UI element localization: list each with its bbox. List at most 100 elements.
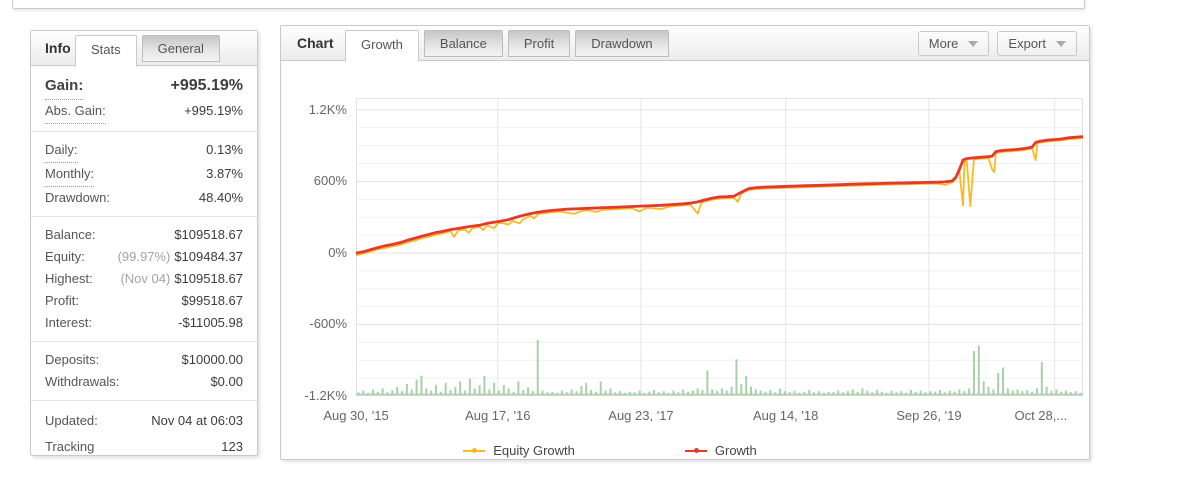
chevron-down-icon — [1056, 40, 1066, 47]
y-axis-label: -1.2K% — [304, 388, 347, 403]
highest-row: Highest: (Nov 04) $109518.67 — [45, 268, 243, 290]
chart-plot-area[interactable] — [356, 98, 1083, 396]
monthly-row: Monthly: 3.87% — [45, 163, 243, 187]
y-axis-label: 600% — [313, 173, 347, 189]
chart-legend: Equity Growth Growth — [281, 443, 1089, 458]
divider — [31, 131, 257, 132]
export-button-label: Export — [1008, 36, 1046, 51]
x-axis-label: Oct 28,... — [1014, 408, 1068, 423]
updated-label: Updated: — [45, 413, 98, 428]
balance-label: Balance: — [45, 227, 96, 242]
more-button-label: More — [928, 36, 959, 51]
info-panel-header: Info Stats General — [31, 31, 257, 67]
tab-drawdown-label: Drawdown — [591, 36, 653, 51]
gain-value: +995.19% — [170, 77, 243, 94]
deposits-label: Deposits: — [45, 352, 100, 367]
info-panel-title: Info — [45, 40, 71, 56]
x-axis-label: Aug 23, '17 — [608, 408, 674, 423]
info-panel: Info Stats General Gain: +995.19% Abs. G… — [30, 30, 258, 456]
chart-tabs: Growth Balance Profit Drawdown — [345, 30, 669, 62]
highest-value: (Nov 04) $109518.67 — [120, 268, 243, 290]
withdrawals-label: Withdrawals: — [45, 374, 120, 389]
interest-label: Interest: — [45, 315, 92, 330]
gain-row: Gain: +995.19% — [45, 74, 243, 100]
equity-label: Equity: — [45, 249, 85, 264]
interest-value: -$11005.98 — [178, 315, 243, 330]
abs-gain-label: Abs. Gain: — [45, 100, 106, 124]
y-axis-label: -600% — [309, 316, 347, 332]
legend-growth-label: Growth — [714, 443, 757, 458]
updated-value: Nov 04 at 06:03 — [151, 413, 243, 428]
more-button[interactable]: More — [917, 31, 990, 56]
withdrawals-row: Withdrawals: $0.00 — [45, 371, 243, 393]
chart-panel-title: Chart — [297, 35, 334, 51]
tab-general[interactable]: General — [141, 35, 220, 62]
highest-label: Highest: — [45, 271, 93, 286]
daily-label: Daily: — [45, 139, 78, 163]
export-button[interactable]: Export — [997, 31, 1077, 56]
tracking-row: Tracking 123 — [45, 434, 243, 460]
highest-amount: $109518.67 — [174, 271, 243, 286]
divider — [31, 400, 257, 401]
tracking-label: Tracking — [45, 439, 95, 454]
abs-gain-value: +995.19% — [184, 103, 243, 118]
profit-row: Profit: $99518.67 — [45, 290, 243, 312]
tab-stats-label: Stats — [91, 42, 121, 57]
divider — [31, 216, 257, 217]
equity-growth-line-icon — [463, 448, 486, 453]
tab-profit[interactable]: Profit — [507, 30, 571, 57]
stats-list: Gain: +995.19% Abs. Gain: +995.19% Daily… — [31, 66, 257, 460]
tab-profit-label: Profit — [523, 36, 555, 51]
tab-drawdown[interactable]: Drawdown — [575, 30, 669, 57]
chart-panel-header: Chart Growth Balance Profit Drawdown Mor… — [281, 26, 1089, 62]
tab-general-label: General — [157, 41, 204, 56]
tab-growth[interactable]: Growth — [345, 30, 419, 62]
legend-item-growth[interactable]: Growth — [684, 443, 757, 458]
monthly-value: 3.87% — [206, 166, 243, 181]
deposits-row: Deposits: $10000.00 — [45, 349, 243, 371]
tab-balance[interactable]: Balance — [423, 30, 503, 57]
drawdown-row: Drawdown: 48.40% — [45, 187, 243, 209]
legend-equity-growth-label: Equity Growth — [493, 443, 575, 458]
equity-amount: $109484.37 — [174, 249, 243, 264]
x-axis-label: Aug 14, '18 — [752, 408, 819, 423]
divider — [31, 341, 257, 342]
x-axis-label: Aug 17, '16 — [465, 408, 531, 423]
chart-header-buttons: More Export — [917, 31, 1077, 56]
equity-row: Equity: (99.97%) $109484.37 — [45, 246, 243, 268]
gain-label: Gain: — [45, 74, 84, 100]
cut-off-panel-above — [12, 0, 1085, 9]
chevron-down-icon — [968, 40, 979, 47]
balance-value: $109518.67 — [174, 227, 243, 242]
drawdown-label: Drawdown: — [45, 190, 111, 205]
interest-row: Interest: -$11005.98 — [45, 312, 243, 334]
tab-stats[interactable]: Stats — [75, 35, 137, 67]
x-axis-label: Sep 26, '19 — [896, 408, 962, 423]
y-axis-label: 0% — [328, 244, 347, 260]
balance-row: Balance: $109518.67 — [45, 224, 243, 246]
drawdown-value: 48.40% — [198, 190, 243, 205]
tab-balance-label: Balance — [439, 36, 487, 51]
y-axis-label: 1.2K% — [308, 101, 347, 117]
growth-line-icon — [684, 448, 707, 453]
equity-percent: (99.97%) — [117, 249, 171, 264]
info-tabs: Stats General — [75, 35, 220, 67]
x-axis-label: Aug 30, '15 — [323, 408, 389, 423]
profit-label: Profit: — [45, 293, 79, 308]
monthly-label: Monthly: — [45, 163, 95, 187]
chart-panel: Chart Growth Balance Profit Drawdown Mor… — [280, 25, 1090, 460]
abs-gain-row: Abs. Gain: +995.19% — [45, 100, 243, 124]
tracking-value: 123 — [221, 439, 243, 454]
legend-item-equity-growth[interactable]: Equity Growth — [463, 443, 575, 458]
profit-value: $99518.67 — [181, 293, 243, 308]
equity-value: (99.97%) $109484.37 — [118, 246, 243, 268]
tab-growth-label: Growth — [361, 37, 403, 52]
highest-date: (Nov 04) — [120, 271, 171, 286]
deposits-value: $10000.00 — [181, 352, 243, 367]
withdrawals-value: $0.00 — [210, 374, 243, 389]
growth-chart[interactable]: 1.2K% 600% 0% -600% -1.2K% Aug 30, '15 Aug 17… — [281, 61, 1089, 459]
daily-row: Daily: 0.13% — [45, 139, 243, 163]
updated-row: Updated: Nov 04 at 06:03 — [45, 408, 243, 434]
daily-value: 0.13% — [206, 142, 243, 157]
